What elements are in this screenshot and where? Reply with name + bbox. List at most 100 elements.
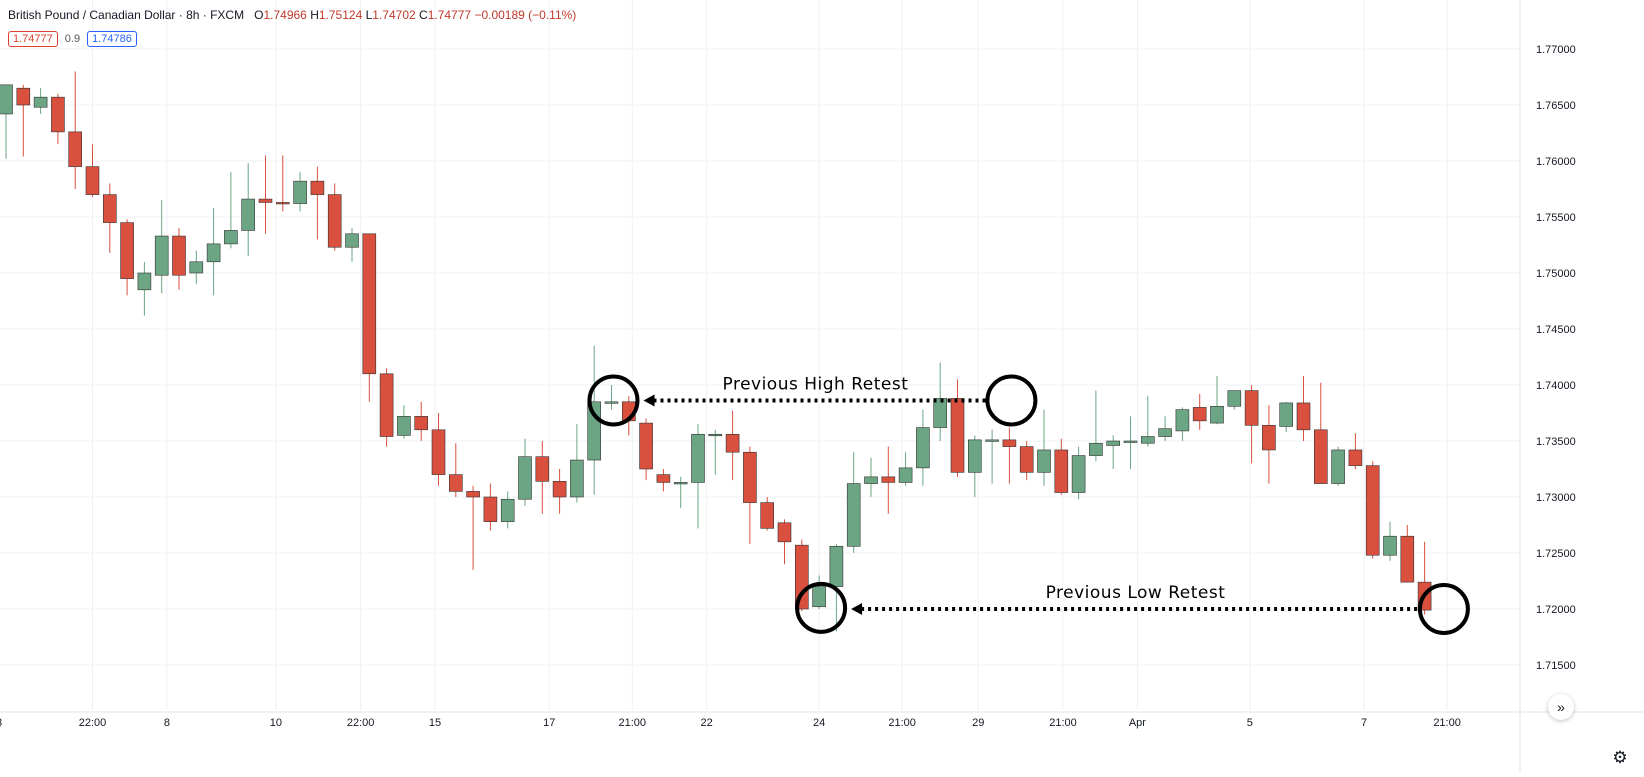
- high-retest-label: Previous High Retest: [723, 374, 909, 394]
- low-retest-circle: [1417, 583, 1470, 635]
- candle-body: [1192, 407, 1207, 422]
- candle: [743, 446, 757, 545]
- candle: [1279, 401, 1293, 433]
- candle: [483, 483, 498, 531]
- candle-body: [1210, 405, 1224, 424]
- candle-body: [51, 96, 65, 133]
- candle-body: [379, 373, 394, 437]
- candle-body: [1019, 446, 1034, 473]
- candle-body: [103, 194, 117, 223]
- candle-body: [1279, 402, 1293, 427]
- candle: [639, 418, 653, 481]
- x-tick-label: 7: [1361, 717, 1367, 729]
- candle: [466, 485, 480, 570]
- candle: [33, 88, 48, 114]
- candle: [1244, 385, 1259, 464]
- candle: [846, 452, 861, 553]
- candle-body: [518, 456, 532, 500]
- settings-button[interactable]: ⚙: [1610, 748, 1630, 768]
- candle-body: [1123, 440, 1138, 443]
- symbol-header: British Pound / Canadian Dollar · 8h · F…: [8, 8, 576, 22]
- candle: [1071, 446, 1086, 500]
- candle-body: [33, 96, 48, 108]
- previous-low-circle: [795, 581, 848, 634]
- candle-body: [466, 491, 480, 498]
- candle-body: [1383, 535, 1397, 556]
- candle-body: [725, 433, 740, 453]
- candle-body: [275, 202, 290, 205]
- candle: [1383, 521, 1397, 561]
- high-value: 1.75124: [318, 8, 363, 22]
- candle-body: [68, 131, 82, 167]
- candle-body: [1314, 429, 1328, 484]
- candle-body: [1244, 390, 1259, 426]
- candle: [898, 452, 913, 486]
- candle-body: [1175, 409, 1190, 432]
- candle: [172, 228, 186, 290]
- candle: [673, 476, 688, 509]
- candle: [691, 424, 705, 529]
- candle-body: [258, 198, 273, 203]
- x-tick-label: Apr: [1129, 717, 1146, 729]
- y-tick-label: 1.73500: [1536, 436, 1576, 448]
- candle: [1019, 441, 1034, 481]
- candle-body: [16, 87, 31, 106]
- candle: [275, 155, 290, 212]
- candle: [68, 71, 82, 189]
- candle-body: [639, 422, 653, 470]
- candle: [1192, 393, 1207, 430]
- candle: [1158, 416, 1172, 441]
- candle-body: [1071, 455, 1086, 493]
- low-value: 1.74702: [372, 8, 416, 22]
- sell-button[interactable]: 1.74777: [8, 31, 58, 47]
- candle: [224, 172, 238, 249]
- scroll-to-realtime-button[interactable]: »: [1548, 694, 1574, 720]
- candle: [570, 424, 584, 503]
- candle: [967, 435, 982, 497]
- candle: [154, 200, 169, 294]
- candle-body: [933, 398, 948, 428]
- x-tick-label: 21:00: [1433, 717, 1461, 729]
- low-retest-label: Previous Low Retest: [1046, 583, 1226, 603]
- candle-body: [708, 433, 723, 437]
- candle-body: [0, 84, 13, 115]
- candle-body: [673, 482, 688, 485]
- candle: [812, 575, 826, 609]
- candle-body: [881, 476, 896, 483]
- symbol-title: British Pound / Canadian Dollar · 8h · F…: [8, 8, 245, 22]
- candle-body: [1400, 535, 1415, 583]
- candle-body: [1296, 402, 1311, 431]
- candle: [293, 172, 307, 212]
- y-tick-label: 1.72000: [1536, 604, 1576, 616]
- candle: [881, 446, 896, 514]
- candle: [1348, 433, 1363, 469]
- candle: [1296, 376, 1311, 441]
- candle-body: [1106, 440, 1120, 446]
- trade-badges: 1.74777 0.9 1.74786: [8, 30, 137, 48]
- high-retest-circle: [985, 374, 1038, 427]
- candle: [708, 429, 723, 475]
- open-value: 1.74966: [263, 8, 307, 22]
- candle: [103, 183, 117, 253]
- candle: [327, 183, 342, 251]
- annotations-layer: Previous High Retest Previous Low Retest: [587, 374, 1470, 635]
- candle-body: [310, 180, 325, 195]
- candle-body: [1002, 439, 1017, 447]
- candle-body: [397, 416, 411, 436]
- candle: [1089, 390, 1103, 462]
- x-tick-label: 15: [429, 717, 441, 729]
- candle-body: [241, 198, 255, 231]
- candle-body: [154, 235, 169, 276]
- x-tick-label: 21:00: [1049, 717, 1077, 729]
- candle: [379, 368, 394, 447]
- candle: [0, 84, 13, 159]
- candle: [656, 469, 671, 492]
- candle-body: [1348, 449, 1363, 466]
- x-tick-label: 8: [164, 717, 170, 729]
- high-retest-arrow-arrowhead: [643, 394, 655, 407]
- candle: [760, 497, 775, 531]
- candle-body: [656, 474, 671, 483]
- buy-button[interactable]: 1.74786: [87, 31, 137, 47]
